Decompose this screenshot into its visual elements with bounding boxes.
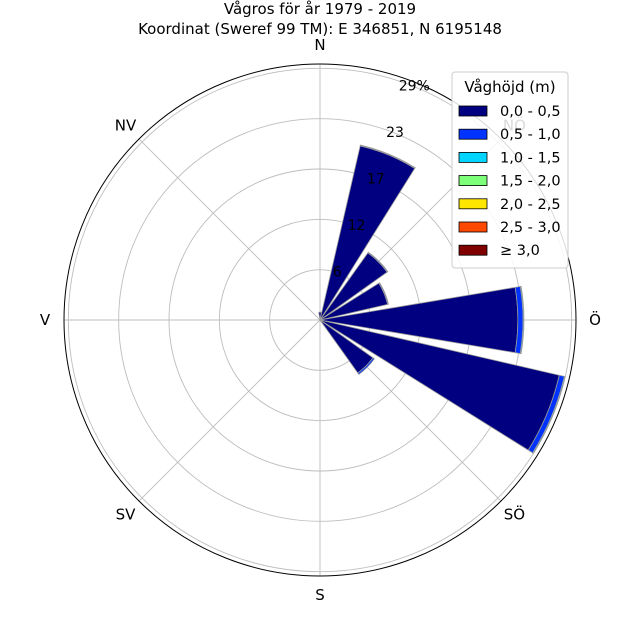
legend-label-0: 0,0 - 0,5 <box>500 104 561 120</box>
bar-sector-1-bin-1 <box>359 144 416 169</box>
legend-swatch-6 <box>458 244 488 256</box>
grid-spoke-5 <box>138 319 321 502</box>
legend-swatch-1 <box>458 128 488 140</box>
radial-tick-label-2: 17 <box>367 172 385 188</box>
bar-sector-2-bin-1 <box>367 251 389 273</box>
legend-box <box>451 71 569 269</box>
legend-label-6: ≥ 3,0 <box>500 243 540 259</box>
radial-tick-label-1: 12 <box>348 218 366 234</box>
chart-title: Vågros för år 1979 - 2019 <box>224 0 416 18</box>
legend-swatch-5 <box>458 221 488 233</box>
radial-tick-labels: 6 12 17 23 29% <box>333 79 430 281</box>
legend-label-2: 1,0 - 1,5 <box>500 150 561 166</box>
legend-label-4: 2,0 - 2,5 <box>500 197 561 213</box>
legend-swatch-3 <box>458 175 488 187</box>
legend-title: Våghöjd (m) <box>464 78 555 96</box>
direction-label-7: NV <box>115 117 137 135</box>
radial-tick-label-3: 23 <box>386 125 404 141</box>
bar-sector-0-bin-0 <box>318 311 322 321</box>
legend-label-3: 1,5 - 2,0 <box>500 174 561 190</box>
direction-label-6: V <box>40 311 51 329</box>
radial-tick-label-4: 29% <box>399 79 430 95</box>
bar-sector-5-bin-2 <box>532 375 566 454</box>
bar-sector-3-bin-1 <box>378 282 389 305</box>
legend-swatch-0 <box>458 105 488 117</box>
direction-label-3: SÖ <box>504 504 525 523</box>
sector-bars <box>318 144 566 454</box>
bar-sector-4-bin-2 <box>519 285 525 355</box>
direction-label-5: SV <box>116 505 137 523</box>
chart-subtitle: Koordinat (Sweref 99 TM): E 346851, N 61… <box>138 20 502 38</box>
legend-swatch-2 <box>458 151 488 163</box>
bar-sector-6-bin-1 <box>357 357 375 375</box>
legend-label-5: 2,5 - 3,0 <box>500 220 561 236</box>
grid-spoke-7 <box>138 138 321 321</box>
outer-ring <box>63 63 577 577</box>
direction-label-4: S <box>315 586 325 604</box>
legend: Våghöjd (m) 0,0 - 0,5 0,5 - 1,0 1,0 - 1,5 1… <box>451 71 569 269</box>
direction-label-2: Ö <box>589 310 601 329</box>
direction-label-0: N <box>314 36 325 54</box>
legend-swatch-4 <box>458 198 488 210</box>
radial-tick-label-0: 6 <box>333 265 342 281</box>
legend-label-1: 0,5 - 1,0 <box>500 127 561 143</box>
